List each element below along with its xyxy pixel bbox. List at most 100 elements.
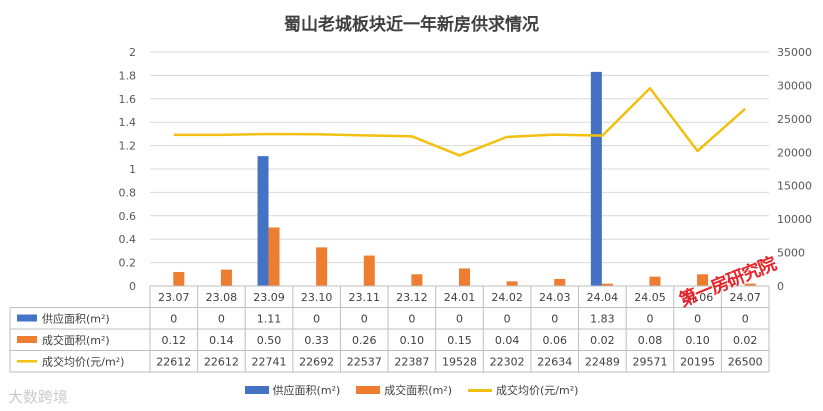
y-right-tick-label: 15000 — [777, 180, 812, 193]
bar-deal-area — [506, 281, 518, 286]
y-right-tick-label: 20000 — [777, 146, 812, 159]
y-left-tick-label: 0.4 — [119, 233, 137, 246]
x-tick-label: 24.03 — [539, 291, 571, 304]
table-key-swatch — [17, 360, 37, 363]
legend: 供应面积(m²) 成交面积(m²) 成交均价(元/m²) — [0, 382, 823, 398]
data-label: 0.12 — [162, 334, 187, 347]
data-label: 0 — [742, 313, 749, 326]
bar-supply — [257, 156, 269, 286]
data-label: 1.83 — [590, 313, 615, 326]
bar-deal-area — [268, 227, 280, 286]
bar-deal-area — [316, 247, 328, 286]
data-label: 0 — [551, 313, 558, 326]
y-left-tick-label: 0 — [129, 280, 136, 293]
data-label: 22302 — [490, 356, 525, 369]
data-label: 22537 — [347, 356, 382, 369]
legend-label-supply: 供应面积(m²) — [272, 384, 341, 397]
x-tick-label: 24.07 — [729, 291, 761, 304]
bar-deal-area — [411, 274, 423, 286]
legend-label-deal-area: 成交面积(m²) — [384, 384, 452, 397]
data-label: 0.15 — [447, 334, 472, 347]
legend-item-supply: 供应面积(m²) — [244, 382, 341, 398]
data-label: 0.14 — [209, 334, 234, 347]
data-label: 0 — [408, 313, 415, 326]
table-row-label: 供应面积(m²) — [42, 312, 110, 326]
y-left-tick-label: 1.6 — [119, 93, 137, 106]
bar-deal-area — [459, 268, 470, 286]
table-key-swatch — [17, 336, 37, 343]
data-label: 22489 — [585, 356, 620, 369]
y-right-tick-label: 35000 — [777, 46, 812, 59]
data-label: 0.50 — [257, 334, 282, 347]
x-tick-label: 23.12 — [396, 291, 428, 304]
table-row-label: 成交面积(m²) — [42, 333, 110, 347]
table-row-label: 成交均价(元/m²) — [42, 355, 124, 369]
data-label: 0.26 — [352, 334, 377, 347]
bar-deal-area — [554, 278, 566, 286]
y-left-tick-label: 1.8 — [119, 69, 137, 82]
data-label: 19528 — [442, 356, 477, 369]
y-right-tick-label: 25000 — [777, 113, 812, 126]
data-label: 0 — [313, 313, 320, 326]
y-left-tick-label: 1.2 — [119, 140, 137, 153]
data-label: 0.10 — [685, 334, 710, 347]
data-label: 0 — [456, 313, 463, 326]
data-label: 0.10 — [400, 334, 425, 347]
chart-title: 蜀山老城板块近一年新房供求情况 — [284, 15, 539, 35]
legend-swatch-supply — [244, 386, 269, 394]
price-line — [173, 87, 747, 157]
y-right-tick-label: 5000 — [777, 247, 805, 260]
y-left-tick-label: 1.4 — [119, 116, 137, 129]
legend-item-avg-price: 成交均价(元/m²) — [468, 382, 578, 398]
x-tick-label: 23.11 — [349, 291, 381, 304]
data-label: 0 — [694, 313, 701, 326]
y-right-tick-label: 30000 — [777, 79, 812, 92]
x-tick-label: 23.09 — [253, 291, 285, 304]
data-label: 20195 — [680, 356, 715, 369]
data-label: 22612 — [204, 356, 239, 369]
x-tick-label: 24.04 — [587, 291, 619, 304]
watermark-brand: 大数跨境 — [8, 388, 69, 406]
data-label: 22741 — [252, 356, 287, 369]
y-left-tick-label: 1 — [129, 163, 136, 176]
data-label: 0.02 — [733, 334, 758, 347]
legend-swatch-deal-area — [356, 386, 381, 394]
data-label: 0 — [646, 313, 653, 326]
legend-label-avg-price: 成交均价(元/m²) — [496, 384, 579, 397]
data-label: 0.02 — [590, 334, 615, 347]
legend-item-deal-area: 成交面积(m²) — [356, 382, 452, 398]
data-label: 0 — [218, 313, 225, 326]
bar-deal-area — [601, 283, 613, 286]
bars — [173, 71, 756, 286]
bar-deal-area — [697, 274, 709, 286]
data-label: 0.08 — [638, 334, 663, 347]
line-avg-price — [173, 87, 747, 157]
x-tick-label: 24.01 — [444, 291, 476, 304]
x-tick-label: 23.10 — [301, 291, 333, 304]
axes: 0 0.2 0.4 0.6 0.8 1 1.2 1.4 1.6 1.8 2 0 5000 10000 150… — [119, 46, 813, 293]
bar-deal-area — [220, 269, 232, 286]
data-label: 22692 — [299, 356, 334, 369]
data-label: 0.04 — [495, 334, 520, 347]
x-tick-label: 24.05 — [634, 291, 666, 304]
y-right-tick-label: 10000 — [777, 213, 812, 226]
data-label: 22612 — [156, 356, 191, 369]
x-tick-label: 23.08 — [206, 291, 238, 304]
data-label: 0.06 — [542, 334, 567, 347]
data-label: 0 — [504, 313, 511, 326]
bar-supply — [590, 71, 602, 286]
bar-deal-area — [173, 271, 185, 286]
x-tick-label: 24.06 — [682, 291, 714, 304]
data-table: 23.07 23.08 23.09 23.10 23.11 23.12 24.01 24.02… — [9, 285, 770, 373]
y-right-tick-label: 0 — [777, 280, 784, 293]
data-label: 22634 — [537, 356, 572, 369]
grid-lines — [150, 51, 769, 287]
legend-swatch-avg-price — [468, 388, 492, 392]
x-tick-label: 24.02 — [491, 291, 523, 304]
bar-deal-area — [744, 283, 756, 286]
y-left-tick-label: 0.8 — [119, 186, 137, 199]
bar-deal-area — [363, 255, 375, 286]
data-label: 22387 — [394, 356, 429, 369]
data-label: 26500 — [728, 356, 763, 369]
